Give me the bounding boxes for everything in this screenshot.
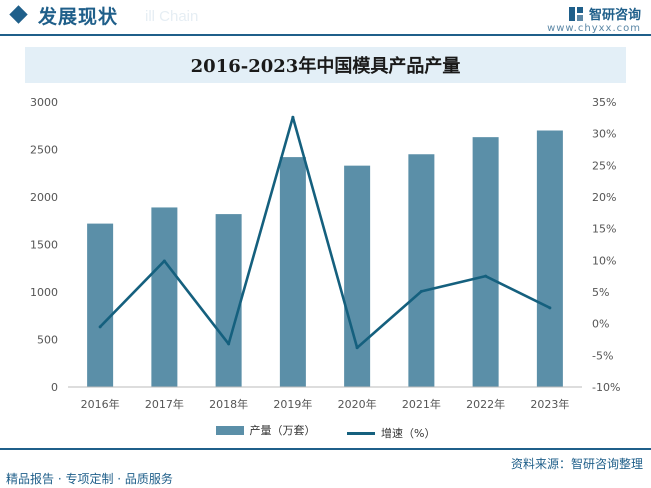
x-tick-label: 2022年 xyxy=(466,397,505,411)
y-right-tick-label: 15% xyxy=(592,223,616,236)
y-right-tick-label: 10% xyxy=(592,254,616,267)
brand-url: www.chyxx.com xyxy=(547,23,641,34)
y-left-tick-label: 2500 xyxy=(30,144,58,157)
page-header: 发展现状 ill Chain 智研咨询 www.chyxx.com xyxy=(0,0,651,36)
legend-swatch-line xyxy=(347,431,376,435)
growth-point-2020年[interactable] xyxy=(355,346,359,350)
y-right-tick-label: 30% xyxy=(592,128,616,141)
legend-swatch-bar xyxy=(215,425,244,435)
growth-point-2019年[interactable] xyxy=(291,115,295,119)
legend-item-line[interactable]: 增速（%） xyxy=(347,425,435,441)
chart-canvas: 0 500 1000 1500 2000 2500 3000 -10% -5% 0% 5% 10% 15… xyxy=(30,96,620,411)
growth-line[interactable] xyxy=(99,115,551,350)
x-tick-label: 2021年 xyxy=(402,397,441,411)
x-tick-label: 2016年 xyxy=(81,397,120,411)
section-title: 发展现状 xyxy=(38,6,119,28)
growth-point-2016年[interactable] xyxy=(98,325,102,329)
x-tick-label: 2018年 xyxy=(209,397,248,411)
y-left-tick-label: 2000 xyxy=(30,191,58,204)
y-left-tick-label: 0 xyxy=(51,381,58,394)
y-left-tick-label: 1000 xyxy=(30,286,58,299)
chart-title-band: 2016-2023年中国模具产品产量 xyxy=(25,47,626,83)
bar-2016年[interactable] xyxy=(87,223,114,387)
bar-2023年[interactable] xyxy=(536,130,563,388)
y-left-tick-label: 500 xyxy=(37,334,58,347)
growth-point-2017年[interactable] xyxy=(162,259,166,263)
bar-2019年[interactable] xyxy=(279,157,306,387)
brand-logo-icon xyxy=(568,6,583,21)
growth-point-2021年[interactable] xyxy=(419,289,423,293)
bar-2018年[interactable] xyxy=(215,214,242,387)
growth-point-2023年[interactable] xyxy=(548,306,552,310)
y-right-tick-label: -10% xyxy=(592,381,620,394)
bar-2021年[interactable] xyxy=(408,154,435,387)
y-right-tick-label: 0% xyxy=(592,318,609,331)
y-right-tick-label: 20% xyxy=(592,191,616,204)
y-right-tick-label: 25% xyxy=(592,159,616,172)
x-tick-label: 2017年 xyxy=(145,397,184,411)
growth-point-2018年[interactable] xyxy=(227,342,231,346)
y-right-tick-label: 35% xyxy=(592,96,616,109)
x-tick-label: 2020年 xyxy=(338,397,377,411)
footer-tagline: 精品报告 · 专项定制 · 品质服务 xyxy=(6,472,173,486)
bar-2022年[interactable] xyxy=(472,137,499,387)
chart-legend: 产量（万套） 增速（%） xyxy=(0,422,651,441)
bar-2017年[interactable] xyxy=(151,207,178,387)
growth-point-2022年[interactable] xyxy=(484,274,488,278)
x-tick-label: 2019年 xyxy=(273,397,312,411)
footer-divider xyxy=(0,448,651,450)
y-right-tick-label: 5% xyxy=(592,286,609,299)
legend-label-line: 增速（%） xyxy=(381,427,436,440)
y-right-tick-label: -5% xyxy=(592,349,613,362)
brand-name: 智研咨询 xyxy=(588,8,641,23)
legend-label-bar: 产量（万套） xyxy=(249,424,316,437)
chart-title: 2016-2023年中国模具产品产量 xyxy=(190,56,461,77)
y-left-tick-label: 3000 xyxy=(30,96,58,109)
source-note: 资料来源：智研咨询整理 xyxy=(510,457,643,471)
brand[interactable]: 智研咨询 www.chyxx.com xyxy=(547,3,641,34)
x-tick-label: 2023年 xyxy=(530,397,569,411)
header-watermark: ill Chain xyxy=(145,8,199,25)
legend-item-bar[interactable]: 产量（万套） xyxy=(215,422,316,438)
bar-2020年[interactable] xyxy=(344,165,371,387)
y-left-tick-label: 1500 xyxy=(30,239,58,252)
